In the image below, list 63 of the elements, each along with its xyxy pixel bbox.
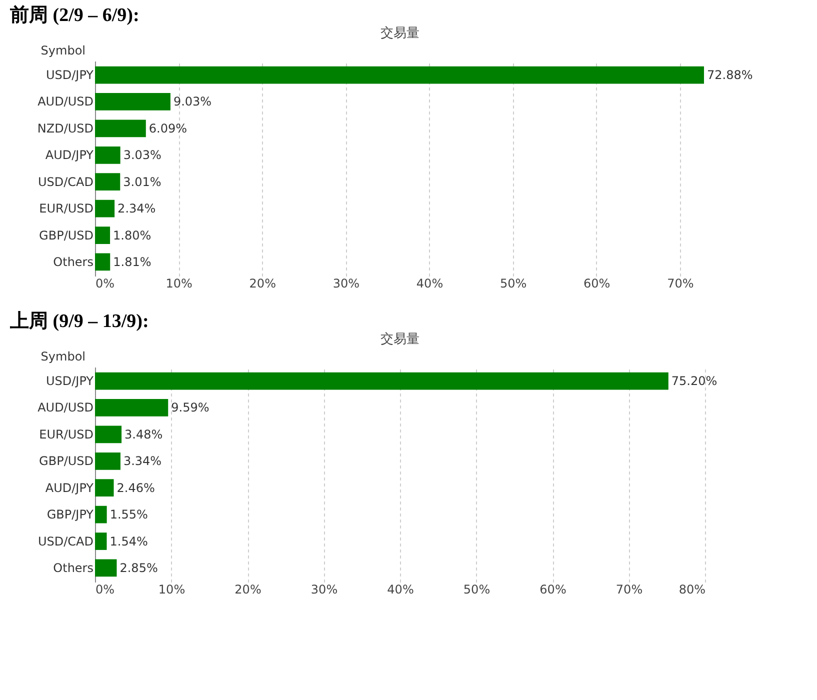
data-label: 9.59% xyxy=(171,400,210,415)
data-label: 75.20% xyxy=(671,374,718,388)
chart-title: 交易量 xyxy=(380,331,420,347)
y-axis-title: Symbol xyxy=(40,44,86,58)
y-tick-label: AUD/JPY xyxy=(45,148,94,162)
bar xyxy=(95,200,115,218)
y-tick-label: USD/JPY xyxy=(46,68,94,82)
chart-title: 交易量 xyxy=(380,25,420,41)
x-tick-label: 50% xyxy=(463,582,490,596)
data-label: 2.34% xyxy=(118,202,156,216)
x-tick-label: 40% xyxy=(416,276,444,290)
x-tick-label: 30% xyxy=(310,582,338,596)
y-tick-label: GBP/USD xyxy=(39,454,94,468)
x-tick-label: 10% xyxy=(158,582,186,596)
data-label: 2.85% xyxy=(120,560,158,575)
data-label: 3.03% xyxy=(123,148,162,162)
data-label: 3.34% xyxy=(123,454,162,468)
x-tick-label: 70% xyxy=(667,276,694,290)
x-tick-label: 50% xyxy=(500,276,527,290)
y-tick-label: Others xyxy=(53,560,94,575)
bar xyxy=(95,253,110,271)
bar xyxy=(95,226,110,244)
y-tick-label: USD/CAD xyxy=(38,174,94,189)
y-tick-label: AUD/USD xyxy=(38,400,94,415)
x-tick-label: 60% xyxy=(540,582,566,596)
data-label: 72.88% xyxy=(706,68,753,82)
x-tick-label: 20% xyxy=(234,582,262,596)
y-tick-label: USD/CAD xyxy=(38,534,94,548)
data-label: 9.03% xyxy=(173,94,212,109)
x-tick-label: 60% xyxy=(584,276,610,290)
y-tick-label: AUD/JPY xyxy=(45,480,94,495)
x-tick-label: 80% xyxy=(678,582,706,596)
x-tick-label: 70% xyxy=(616,582,643,596)
data-label: 6.09% xyxy=(148,121,188,136)
bar xyxy=(95,93,170,110)
x-tick-label: 0% xyxy=(96,582,115,596)
bar xyxy=(95,173,120,191)
y-tick-label: NZD/USD xyxy=(37,121,94,136)
bar xyxy=(95,66,704,84)
data-label: 1.55% xyxy=(110,508,148,522)
chart-subtitle: 上周 (9/9 – 13/9): xyxy=(9,310,149,332)
data-label: 1.80% xyxy=(113,228,152,242)
y-tick-label: USD/JPY xyxy=(46,374,94,388)
data-label: 2.46% xyxy=(116,480,155,495)
y-tick-label: EUR/USD xyxy=(39,427,94,442)
data-label: 3.01% xyxy=(123,174,162,189)
y-tick-label: Others xyxy=(53,254,94,269)
y-tick-label: GBP/USD xyxy=(39,228,94,242)
y-tick-label: AUD/USD xyxy=(38,94,94,109)
y-tick-label: EUR/USD xyxy=(39,202,94,216)
data-label: 3.48% xyxy=(124,427,163,442)
x-tick-label: 10% xyxy=(166,276,192,290)
chart-subtitle: 前周 (2/9 – 6/9): xyxy=(9,4,140,26)
data-label: 1.81% xyxy=(113,254,152,269)
data-label: 1.54% xyxy=(110,534,148,548)
bar xyxy=(95,146,120,164)
x-tick-label: 30% xyxy=(332,276,360,290)
x-tick-label: 20% xyxy=(249,276,276,290)
bar xyxy=(95,120,146,138)
y-axis-title: Symbol xyxy=(40,350,86,364)
x-tick-label: 40% xyxy=(387,582,414,596)
y-tick-label: GBP/JPY xyxy=(46,508,94,522)
x-tick-label: 0% xyxy=(96,276,115,290)
